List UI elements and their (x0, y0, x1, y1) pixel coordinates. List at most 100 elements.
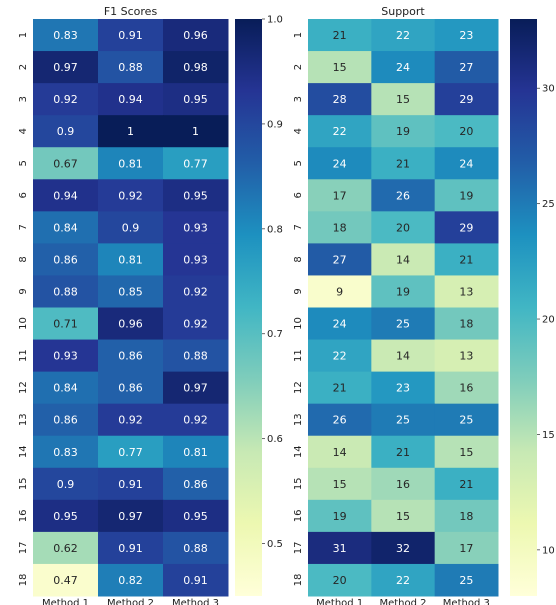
cell-value-label: 0.81 (118, 253, 143, 266)
row-tick-label: 14 (293, 445, 304, 458)
cell-value-label: 0.92 (53, 93, 78, 106)
cell-value-label: 18 (459, 510, 473, 523)
cell-value-label: 23 (396, 382, 410, 395)
cell-value-label: 29 (459, 93, 473, 106)
cell-value-label: 23 (459, 29, 473, 42)
colorbar-tick-label: 0.5 (267, 539, 283, 550)
cell-value-label: 21 (396, 446, 410, 459)
cell-value-label: 0.84 (53, 221, 78, 234)
cell-value-label: 0.84 (53, 382, 78, 395)
cell-value-label: 32 (396, 542, 410, 555)
cell-value-label: 27 (459, 61, 473, 74)
cell-value-label: 24 (396, 61, 410, 74)
heatmap-panel-2: Support21 22 23115 24 27228 15 29322 19 20424 21 2… (293, 5, 555, 605)
cell-value-label: 0.95 (183, 510, 208, 523)
cell-value-label: 0.83 (53, 446, 78, 459)
cell-value-label: 15 (396, 510, 410, 523)
cell-value-label: 0.97 (53, 61, 78, 74)
cell-value-label: 15 (333, 478, 347, 491)
cell-value-label: 0.91 (118, 29, 143, 42)
cell-value-label: 22 (333, 350, 347, 363)
cell-value-label: 31 (333, 542, 347, 555)
cell-value-label: 19 (396, 125, 410, 138)
cell-value-label: 0.93 (183, 221, 208, 234)
cell-value-label: 0.88 (118, 61, 143, 74)
cell-value-label: 0.86 (118, 350, 143, 363)
row-tick-label: 17 (293, 542, 304, 555)
column-tick-label: Method 1 (316, 598, 363, 605)
cell-value-label: 0.92 (118, 189, 143, 202)
cell-value-label: 17 (459, 542, 473, 555)
cell-value-label: 0.88 (53, 285, 78, 298)
colorbar-tick-label: 0.8 (267, 224, 283, 235)
row-tick-label: 4 (293, 128, 304, 134)
row-tick-label: 2 (18, 64, 29, 70)
cell-value-label: 25 (396, 414, 410, 427)
cell-value-label: 18 (459, 318, 473, 331)
row-tick-label: 18 (18, 574, 29, 587)
row-tick-label: 11 (18, 349, 29, 362)
cell-value-label: 0.71 (53, 318, 78, 331)
cell-value-label: 0.94 (53, 189, 78, 202)
cell-value-label: 0.62 (53, 542, 78, 555)
row-tick-label: 6 (18, 192, 29, 198)
row-tick-label: 14 (18, 445, 29, 458)
cell-value-label: 22 (333, 125, 347, 138)
cell-value-label: 0.81 (183, 446, 208, 459)
cell-value-label: 25 (396, 318, 410, 331)
cell-value-label: 9 (336, 285, 343, 298)
cell-value-label: 0.9 (57, 125, 75, 138)
row-tick-label: 3 (18, 96, 29, 102)
cell-value-label: 0.95 (183, 189, 208, 202)
cell-value-label: 14 (333, 446, 347, 459)
cell-value-label: 13 (459, 350, 473, 363)
colorbar-tick-label: 0.9 (267, 119, 283, 130)
cell-value-label: 0.83 (53, 29, 78, 42)
row-tick-label: 1 (18, 32, 29, 38)
cell-value-label: 14 (396, 350, 410, 363)
cell-value-label: 22 (396, 29, 410, 42)
cell-value-label: 13 (459, 285, 473, 298)
cell-value-label: 1 (127, 125, 134, 138)
cell-value-label: 0.93 (183, 253, 208, 266)
row-tick-label: 5 (18, 160, 29, 166)
cell-value-label: 24 (459, 157, 473, 170)
cell-value-label: 19 (459, 189, 473, 202)
column-tick-label: Method 2 (379, 598, 426, 605)
cell-value-label: 0.97 (118, 510, 143, 523)
row-tick-label: 18 (293, 574, 304, 587)
cell-value-label: 21 (333, 382, 347, 395)
cell-value-label: 0.96 (118, 318, 143, 331)
cell-value-label: 0.91 (118, 542, 143, 555)
cell-value-label: 0.91 (118, 478, 143, 491)
colorbar-tick-label: 15 (542, 430, 555, 441)
panel-title: Support (381, 5, 425, 18)
cell-value-label: 0.86 (53, 253, 78, 266)
colorbar-tick-label: 0.6 (267, 434, 283, 445)
cell-value-label: 20 (333, 574, 347, 587)
cell-value-label: 27 (333, 253, 347, 266)
row-tick-label: 13 (293, 413, 304, 426)
cell-value-label: 0.95 (53, 510, 78, 523)
cell-value-label: 0.92 (183, 318, 208, 331)
row-tick-label: 13 (18, 413, 29, 426)
row-tick-label: 5 (293, 160, 304, 166)
cell-value-label: 15 (333, 61, 347, 74)
row-tick-label: 12 (293, 381, 304, 394)
row-tick-label: 3 (293, 96, 304, 102)
cell-value-label: 20 (396, 221, 410, 234)
column-tick-label: Method 3 (443, 598, 490, 605)
cell-value-label: 16 (396, 478, 410, 491)
cell-value-label: 21 (459, 253, 473, 266)
column-tick-label: Method 2 (107, 598, 154, 605)
cell-value-label: 29 (459, 221, 473, 234)
colorbar (235, 19, 262, 596)
row-tick-label: 11 (293, 349, 304, 362)
cell-value-label: 0.92 (183, 414, 208, 427)
colorbar-tick-label: 25 (542, 199, 555, 210)
cell-value-label: 14 (396, 253, 410, 266)
cell-value-label: 0.92 (183, 285, 208, 298)
column-tick-label: Method 1 (42, 598, 89, 605)
